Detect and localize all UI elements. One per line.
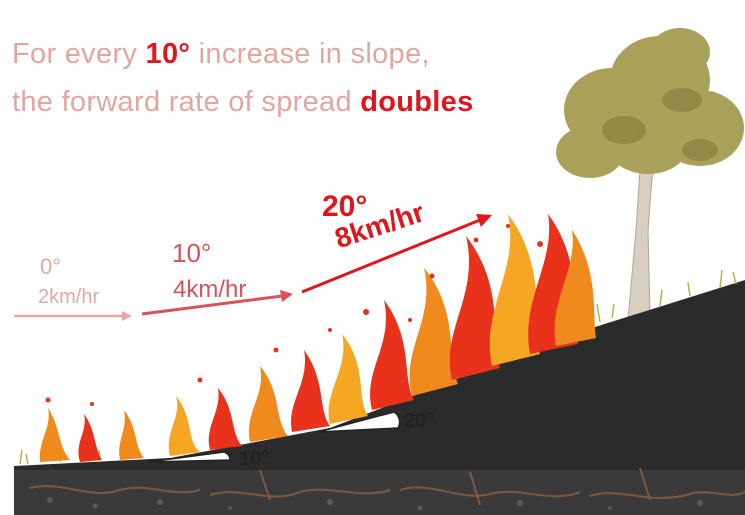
slope-angle-markers xyxy=(147,411,401,463)
headline-line-2: the forward rate of spread doubles xyxy=(12,86,474,118)
grass xyxy=(19,269,737,465)
slope-label-10: 10° xyxy=(172,238,212,268)
spread-arrows xyxy=(14,214,492,321)
slope-label-20: 20° xyxy=(322,190,368,223)
headline-line-1: For every 10° increase in slope, xyxy=(12,38,430,70)
headline-emphasis-10deg: 10° xyxy=(145,38,191,70)
tree-foliage xyxy=(556,28,744,178)
angle-marker-10 xyxy=(147,451,231,463)
tree xyxy=(556,28,744,321)
slope-label-0: 0° xyxy=(40,254,62,279)
headline-emphasis-doubles: doubles xyxy=(360,86,474,118)
pebbles xyxy=(47,497,703,511)
angle-label-20: 20° xyxy=(404,410,435,432)
angle-marker-20 xyxy=(317,411,401,433)
speed-label-10: 4km/hr xyxy=(173,276,247,303)
arrow-20deg xyxy=(301,218,481,294)
roots xyxy=(29,467,745,506)
arrow-10deg xyxy=(141,294,283,316)
angle-label-10: 10° xyxy=(239,448,270,470)
flames xyxy=(39,214,596,462)
speed-label-0: 2km/hr xyxy=(38,286,100,308)
